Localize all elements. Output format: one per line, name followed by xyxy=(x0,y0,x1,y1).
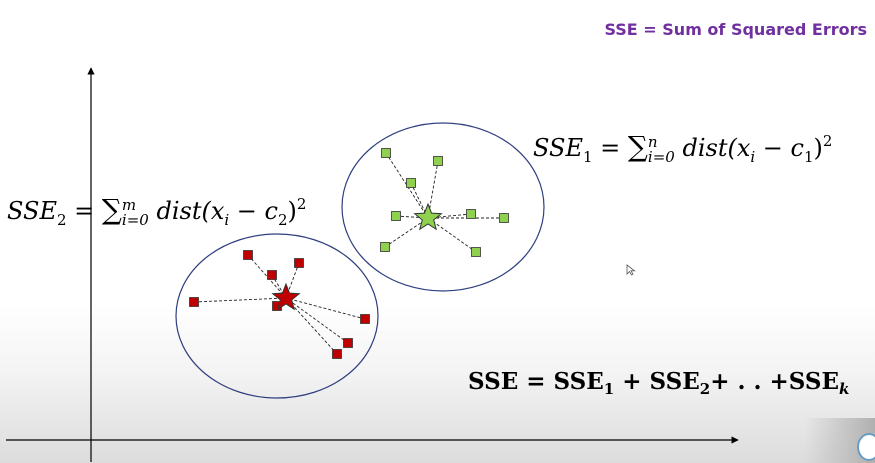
cluster-2 xyxy=(175,233,379,399)
data-point xyxy=(360,314,370,324)
webcam-bubble-icon xyxy=(857,433,875,461)
cluster-2-boundary xyxy=(175,233,379,399)
total-sse-formula: SSE = SSE1 + SSE2+ . . +SSEk xyxy=(468,368,850,398)
data-point xyxy=(499,213,509,223)
distance-line xyxy=(285,297,338,355)
data-point xyxy=(294,258,304,268)
cluster-1 xyxy=(341,122,545,292)
distance-line xyxy=(285,297,366,320)
sse1-formula: SSE1 = ∑ n i=0 dist(xi − c1)2 xyxy=(533,130,833,166)
sse2-formula: SSE2 = ∑ m i=0 dist(xi − c2)2 xyxy=(7,193,307,229)
data-point xyxy=(381,148,391,158)
data-point xyxy=(406,178,416,188)
data-point xyxy=(343,338,353,348)
centroid-star-icon xyxy=(271,282,301,311)
data-point xyxy=(391,211,401,221)
data-point xyxy=(267,270,277,280)
arrow-cursor-icon xyxy=(626,264,636,276)
cluster-1-boundary xyxy=(341,122,545,292)
data-point xyxy=(433,156,443,166)
distance-line xyxy=(384,217,429,248)
distance-line xyxy=(247,254,287,299)
data-point xyxy=(332,349,342,359)
sse-definition-note: SSE = Sum of Squared Errors xyxy=(604,20,867,39)
data-point xyxy=(189,297,199,307)
centroid-star-icon xyxy=(413,202,443,231)
distance-line xyxy=(193,297,287,303)
distance-line xyxy=(285,297,349,344)
data-point xyxy=(471,247,481,257)
data-point xyxy=(380,242,390,252)
distance-line xyxy=(427,217,477,253)
clusters xyxy=(175,122,545,399)
corner-widget xyxy=(805,418,875,463)
distance-line xyxy=(385,152,429,219)
data-point xyxy=(466,209,476,219)
data-point xyxy=(243,250,253,260)
